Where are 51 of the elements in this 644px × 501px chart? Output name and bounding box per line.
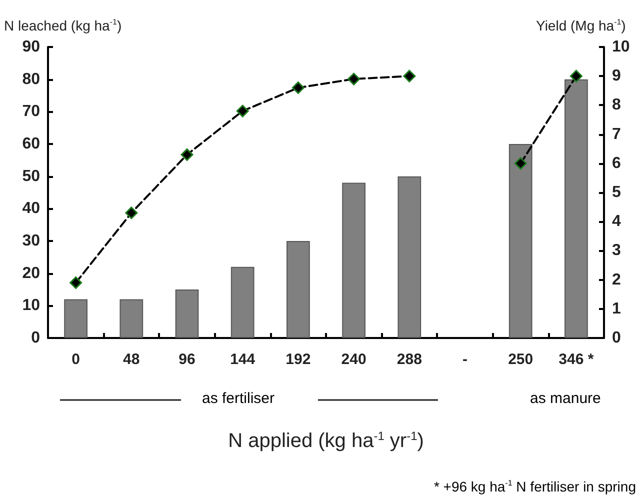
point [125, 206, 138, 220]
y2-tick-label: 7 [612, 126, 621, 143]
y2-tick-label: 10 [612, 38, 630, 56]
x-tick-label: 0 [72, 351, 80, 368]
x-tick-label: 240 [341, 351, 366, 368]
bar [120, 299, 144, 338]
bar [230, 266, 254, 338]
y2-tick-label: 3 [612, 242, 621, 260]
point [180, 148, 194, 161]
y-tick-label: 50 [22, 168, 40, 185]
y2-tick-label: 0 [612, 330, 621, 346]
y-tick-label: 20 [22, 264, 40, 282]
y2-tick-label: 6 [612, 154, 621, 172]
point [70, 276, 82, 289]
x-tick-label: 346 * [558, 351, 594, 368]
bar [398, 176, 422, 338]
y-tick-label: 80 [22, 70, 40, 88]
y-tick-label: 70 [22, 103, 40, 120]
x-tick-label: 192 [286, 351, 311, 368]
y2-tick-label: 4 [612, 213, 621, 230]
y-tick-label: 40 [22, 200, 40, 218]
point [292, 81, 304, 94]
text: as manure [530, 390, 601, 407]
y-tick-label: 0 [31, 330, 40, 346]
text: as fertiliser [202, 390, 275, 407]
bar [64, 299, 88, 338]
bar [175, 290, 199, 338]
bar [286, 241, 310, 338]
y-tick-label: 30 [22, 232, 40, 250]
bar [508, 144, 532, 338]
y-tick-label: 90 [22, 38, 40, 56]
x-tick-label: 250 [508, 351, 534, 368]
y2-tick-label: 8 [612, 96, 621, 114]
point [403, 70, 416, 82]
x-tick-label: 96 [178, 351, 196, 368]
y2-tick-label: 1 [612, 300, 621, 318]
x-tick-label: - [462, 351, 468, 368]
y-tick-label: 60 [22, 136, 40, 152]
point [236, 104, 249, 118]
point [348, 72, 360, 86]
y2-tick-label: 2 [612, 271, 621, 288]
x-tick-label: 144 [230, 351, 256, 368]
point [514, 157, 527, 170]
bar [564, 79, 588, 338]
y2-tick-label: 5 [612, 184, 621, 201]
y-tick-label: 10 [22, 297, 40, 314]
bar [342, 182, 366, 338]
x-tick-label: 48 [123, 351, 140, 368]
point [570, 70, 582, 82]
y2-tick-label: 9 [612, 68, 621, 85]
x-tick-label: 288 [396, 351, 422, 368]
